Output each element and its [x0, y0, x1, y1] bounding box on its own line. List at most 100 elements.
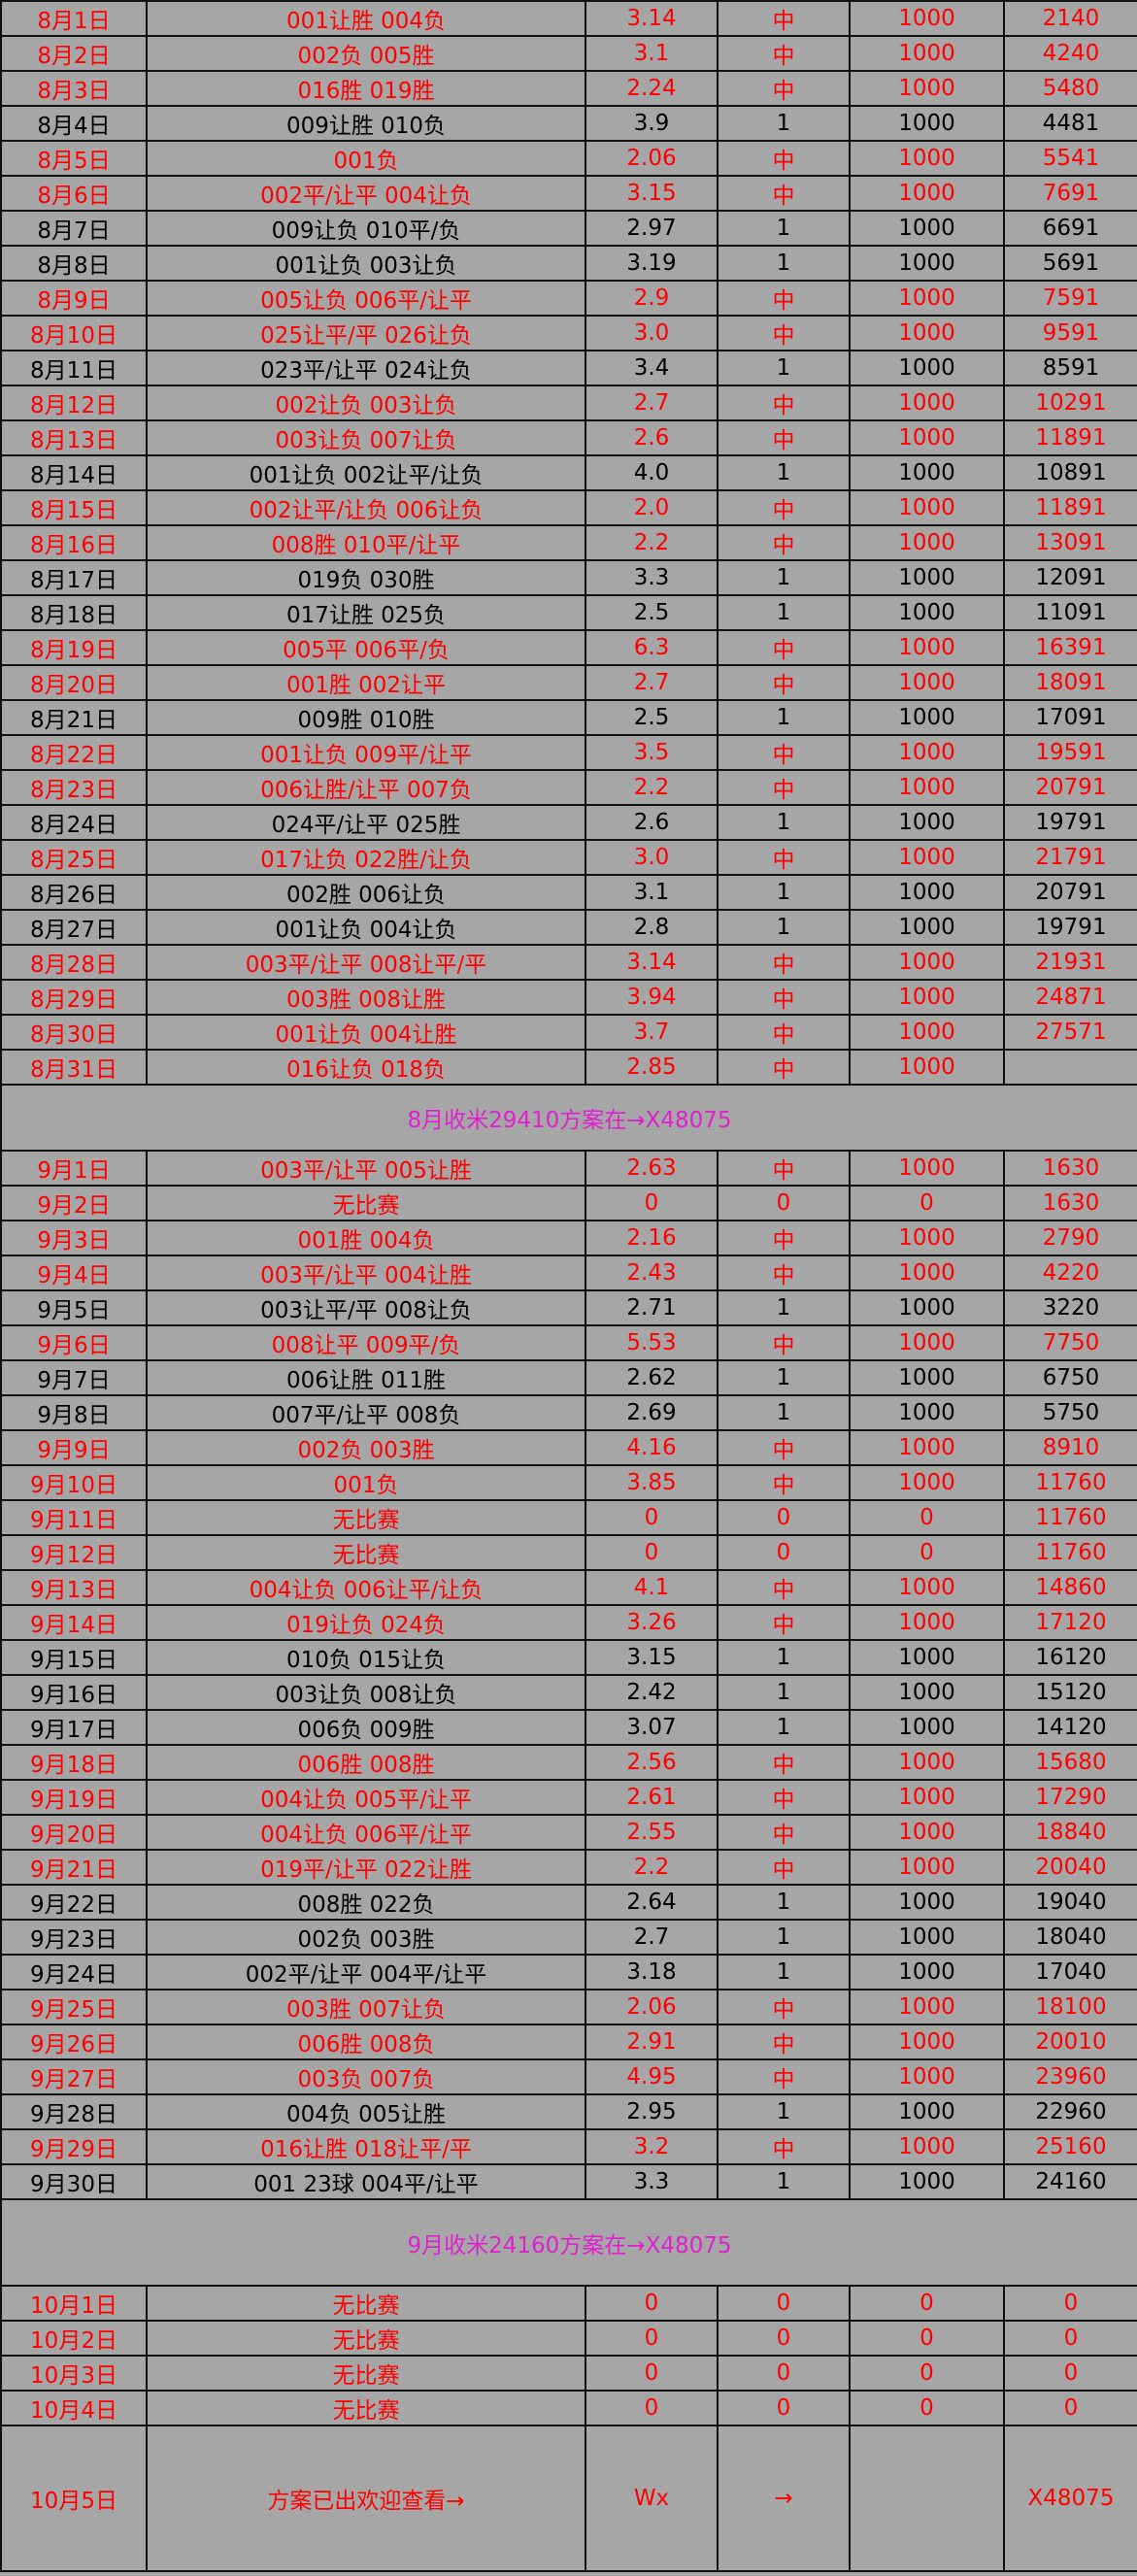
table-row: 8月7日 009让负 010平/负 2.97 1 1000 6691 — [0, 210, 1137, 247]
table-row: 8月19日 005平 006平/负 6.3 中 1000 16391 — [0, 629, 1137, 666]
total-cell — [1003, 1049, 1137, 1086]
picks-cell: 001负 — [146, 1464, 586, 1501]
result-cell: 中 — [717, 1779, 851, 1816]
odds-cell: 3.2 — [585, 2128, 719, 2165]
total-cell: 7750 — [1003, 1324, 1137, 1361]
date-cell: 9月15日 — [0, 1639, 148, 1676]
table-row: 9月28日 004负 005让胜 2.95 1 1000 22960 — [0, 2093, 1137, 2130]
odds-cell: 3.0 — [585, 315, 719, 351]
table-row: 8月1日 001让胜 004负 3.14 中 1000 2140 — [0, 0, 1137, 37]
picks-cell: 002平/让平 004平/让平 — [146, 1954, 586, 1991]
picks-cell: 016让负 018负 — [146, 1049, 586, 1086]
odds-cell: 3.4 — [585, 350, 719, 386]
date-cell: 8月18日 — [0, 594, 148, 631]
odds-cell: 3.18 — [585, 1954, 719, 1991]
result-cell: 中 — [717, 1849, 851, 1886]
picks-cell: 无比赛 — [146, 2390, 586, 2426]
picks-cell: 002让平/让负 006让负 — [146, 489, 586, 526]
stake-cell: 1000 — [849, 489, 1005, 526]
stake-cell: 1000 — [849, 909, 1005, 946]
picks-cell: 004负 005让胜 — [146, 2093, 586, 2130]
odds-cell: 0 — [585, 1534, 719, 1571]
table-row: 9月1日 003平/让平 005让胜 2.63 中 1000 1630 — [0, 1150, 1137, 1187]
picks-cell: 001让负 003让负 — [146, 245, 586, 282]
date-cell: 8月10日 — [0, 315, 148, 351]
stake-cell: 1000 — [849, 2024, 1005, 2060]
table-row: 8月9日 005让负 006平/让平 2.9 中 1000 7591 — [0, 280, 1137, 317]
date-cell: 9月24日 — [0, 1954, 148, 1991]
result-cell: 中 — [717, 524, 851, 561]
date-cell: 8月7日 — [0, 210, 148, 247]
stake-cell: 1000 — [849, 524, 1005, 561]
result-cell: 1 — [717, 1884, 851, 1921]
table-row: 9月8日 007平/让平 008负 2.69 1 1000 5750 — [0, 1394, 1137, 1431]
contact-prefix: Wx — [585, 2425, 719, 2572]
result-cell: 1 — [717, 350, 851, 386]
picks-cell: 019负 030胜 — [146, 559, 586, 596]
picks-cell: 009让负 010平/负 — [146, 210, 586, 247]
stake-cell: 1000 — [849, 1639, 1005, 1676]
picks-cell: 003胜 008让胜 — [146, 979, 586, 1016]
table-row: 8月16日 008胜 010平/让平 2.2 中 1000 13091 — [0, 524, 1137, 561]
result-cell: 中 — [717, 1989, 851, 2025]
table-row: 8月24日 024平/让平 025胜 2.6 1 1000 19791 — [0, 804, 1137, 841]
date-cell: 8月5日 — [0, 140, 148, 177]
date-cell: 8月31日 — [0, 1049, 148, 1086]
date-cell: 8月12日 — [0, 385, 148, 421]
odds-cell: 2.42 — [585, 1674, 719, 1711]
table-row: 8月28日 003平/让平 008让平/平 3.14 中 1000 21931 — [0, 944, 1137, 981]
stake-cell: 1000 — [849, 1464, 1005, 1501]
result-cell: 中 — [717, 1150, 851, 1187]
result-cell: 中 — [717, 1049, 851, 1086]
table-row: 10月3日 无比赛 0 0 0 0 — [0, 2355, 1137, 2392]
date-cell: 9月21日 — [0, 1849, 148, 1886]
result-cell: 中 — [717, 1569, 851, 1606]
stake-cell: 1000 — [849, 419, 1005, 456]
result-cell: 中 — [717, 629, 851, 666]
odds-cell: 0 — [585, 2390, 719, 2426]
total-cell: 15120 — [1003, 1674, 1137, 1711]
stake-cell: 1000 — [849, 454, 1005, 491]
table-row: 9月19日 004让负 005平/让平 2.61 中 1000 17290 — [0, 1779, 1137, 1816]
result-cell: 中 — [717, 769, 851, 806]
date-cell: 8月23日 — [0, 769, 148, 806]
total-cell: 1630 — [1003, 1185, 1137, 1221]
odds-cell: 2.56 — [585, 1744, 719, 1781]
total-cell: 2140 — [1003, 0, 1137, 37]
total-cell: 19791 — [1003, 804, 1137, 841]
result-cell: 中 — [717, 664, 851, 701]
result-cell: 中 — [717, 489, 851, 526]
table-row: 10月1日 无比赛 0 0 0 0 — [0, 2285, 1137, 2322]
odds-cell: 2.7 — [585, 385, 719, 421]
picks-cell: 003平/让平 004让胜 — [146, 1255, 586, 1291]
stake-cell: 1000 — [849, 2058, 1005, 2095]
total-cell: 19591 — [1003, 734, 1137, 771]
total-cell: 4240 — [1003, 35, 1137, 72]
result-cell: 中 — [717, 979, 851, 1016]
table-row: 9月13日 004让负 006让平/让负 4.1 中 1000 14860 — [0, 1569, 1137, 1606]
date-cell: 9月12日 — [0, 1534, 148, 1571]
date-cell: 8月30日 — [0, 1014, 148, 1051]
result-cell: 中 — [717, 1220, 851, 1256]
picks-cell: 019让负 024负 — [146, 1604, 586, 1641]
picks-cell: 006让胜/让平 007负 — [146, 769, 586, 806]
result-cell: 中 — [717, 1014, 851, 1051]
odds-cell: 3.1 — [585, 874, 719, 911]
stake-cell: 1000 — [849, 1220, 1005, 1256]
total-cell: 17040 — [1003, 1954, 1137, 1991]
total-cell: 10891 — [1003, 454, 1137, 491]
picks-cell: 004让负 006平/让平 — [146, 1814, 586, 1851]
total-cell: 19040 — [1003, 1884, 1137, 1921]
date-cell: 8月17日 — [0, 559, 148, 596]
result-cell: 1 — [717, 1709, 851, 1746]
picks-cell: 004让负 006让平/让负 — [146, 1569, 586, 1606]
date-cell: 9月27日 — [0, 2058, 148, 2095]
date-cell: 9月23日 — [0, 1919, 148, 1956]
odds-cell: 2.24 — [585, 70, 719, 107]
picks-cell: 019平/让平 022让胜 — [146, 1849, 586, 1886]
odds-cell: 2.16 — [585, 1220, 719, 1256]
stake-cell: 1000 — [849, 1359, 1005, 1396]
result-cell: 0 — [717, 1534, 851, 1571]
stake-cell: 1000 — [849, 1919, 1005, 1956]
